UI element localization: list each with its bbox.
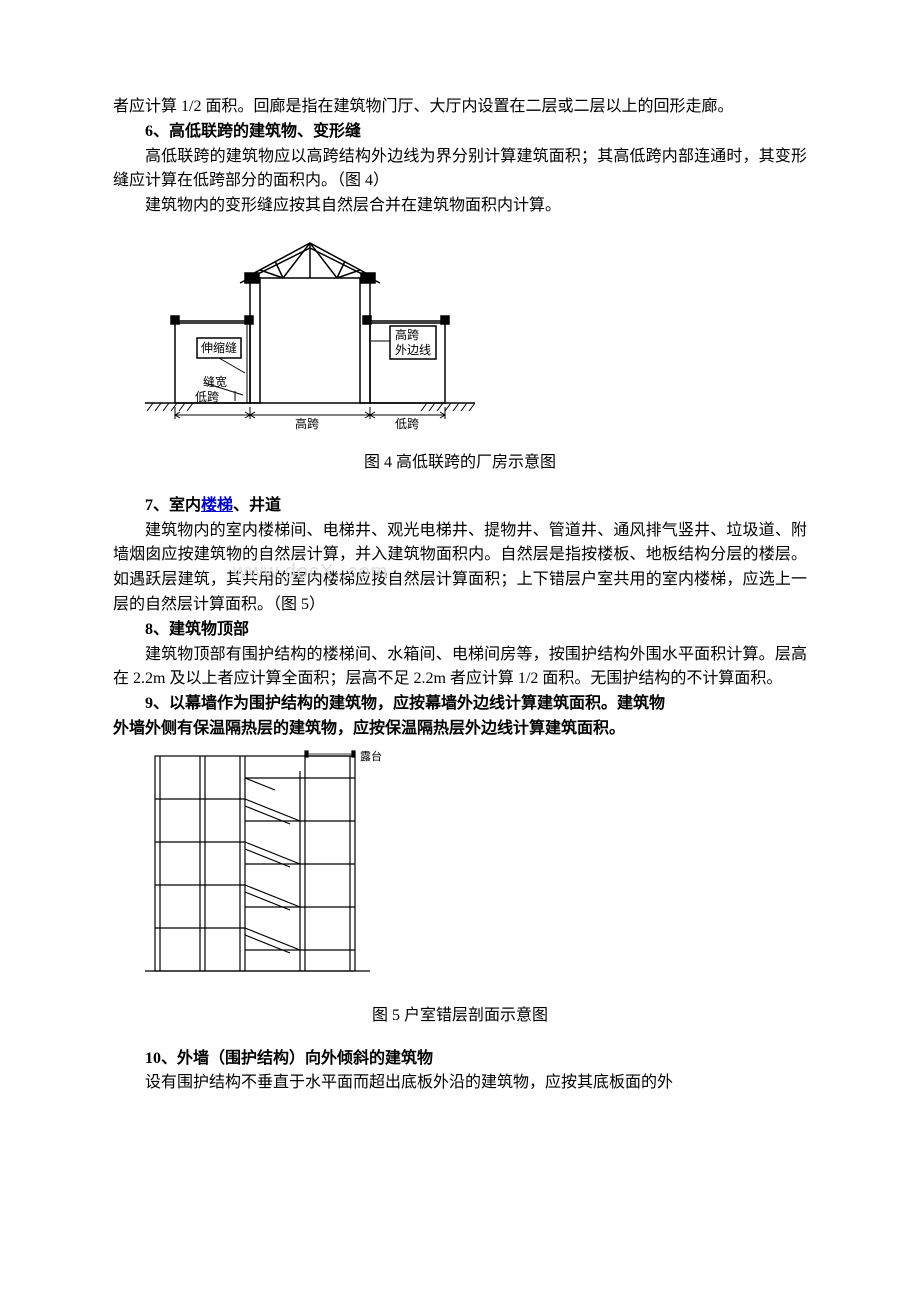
figure-5: 露台 [145, 746, 807, 986]
para-7: 建筑物内的室内楼梯间、电梯井、观光电梯井、提物井、管道井、通风排气竖井、垃圾道、… [113, 519, 807, 618]
heading-7-post: 、井道 [233, 497, 281, 514]
heading-7: 7、室内楼梯、井道 [113, 494, 807, 519]
intro-paragraph: 者应计算 1/2 面积。回廊是指在建筑物门厅、大厅内设置在二层或二层以上的回形走… [113, 95, 807, 120]
heading-10: 10、外墙（围护结构）向外倾斜的建筑物 [113, 1047, 807, 1072]
fig4-label-gaokua2: 外边线 [395, 343, 431, 357]
fig4-label-dikua-l: 低跨 [195, 390, 219, 404]
fig5-label-roof: 露台 [360, 749, 382, 763]
para-6a: 高低联跨的建筑物应以高跨结构外边线为界分别计算建筑面积；其高低跨内部连通时，其变… [113, 145, 807, 195]
figure-4-svg: 伸缩缝 高跨 外边线 缝宽 低跨 高跨 低跨 [145, 223, 475, 433]
document-page: 者应计算 1/2 面积。回廊是指在建筑物门厅、大厅内设置在二层或二层以上的回形走… [0, 0, 920, 1156]
fig4-label-gaokua1: 高跨 [395, 327, 419, 342]
para-7-wrap: 建筑物内的室内楼梯间、电梯井、观光电梯井、提物井、管道井、通风排气竖井、垃圾道、… [113, 519, 807, 618]
para-10: 设有围护结构不垂直于水平面而超出底板外沿的建筑物，应按其底板面的外 [113, 1071, 807, 1096]
figure-4-caption: 图 4 高低联跨的厂房示意图 [113, 451, 807, 476]
heading-6: 6、高低联跨的建筑物、变形缝 [113, 120, 807, 145]
para-6b: 建筑物内的变形缝应按其自然层合并在建筑物面积内计算。 [113, 194, 807, 219]
para-8: 建筑物顶部有围护结构的楼梯间、水箱间、电梯间房等，按围护结构外围水平面积计算。层… [113, 643, 807, 693]
heading-7-pre: 7、室内 [145, 497, 201, 514]
fig4-label-shensuo: 伸缩缝 [201, 340, 237, 355]
fig4-label-fengkuan: 缝宽 [203, 374, 227, 389]
stairs-link[interactable]: 楼梯 [201, 497, 233, 514]
heading-9a: 9、以幕墙作为围护结构的建筑物，应按幕墙外边线计算建筑面积。建筑物 [113, 692, 807, 717]
fig4-label-dikua-r: 低跨 [395, 417, 419, 431]
figure-4: 伸缩缝 高跨 外边线 缝宽 低跨 高跨 低跨 [145, 223, 807, 433]
fig4-label-gaokua: 高跨 [295, 416, 319, 431]
heading-9b: 外墙外侧有保温隔热层的建筑物，应按保温隔热层外边线计算建筑面积。 [113, 717, 807, 742]
figure-5-svg: 露台 [145, 746, 395, 986]
figure-5-caption: 图 5 户室错层剖面示意图 [113, 1004, 807, 1029]
heading-8: 8、建筑物顶部 [113, 618, 807, 643]
